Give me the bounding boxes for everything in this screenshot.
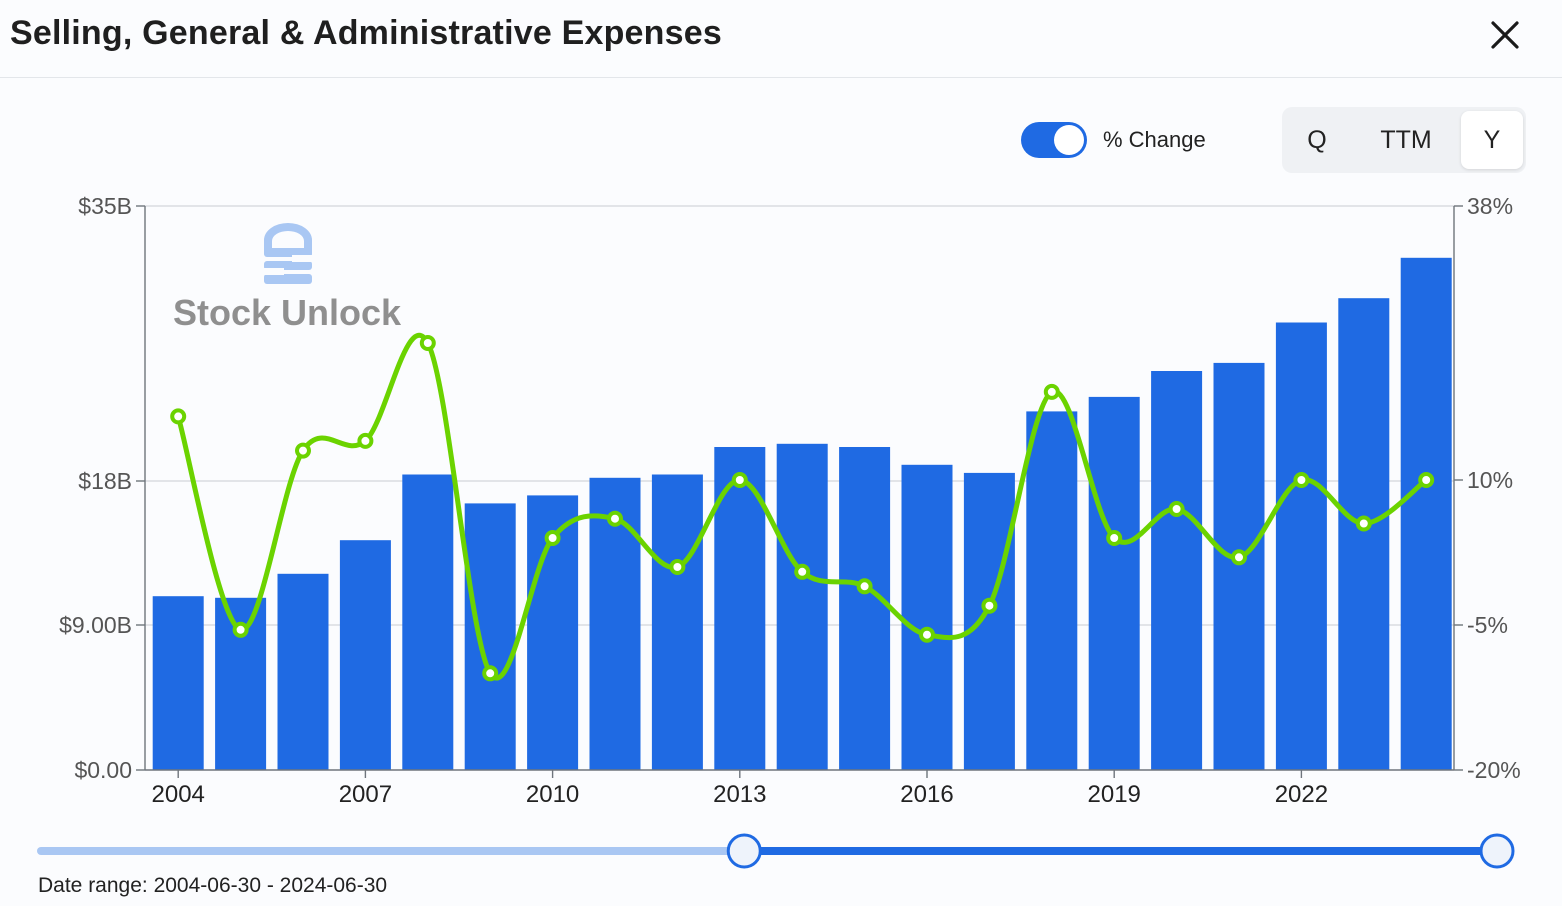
percent-change-point-2004[interactable]: [170, 408, 187, 425]
date-range-label: Date range: 2004-06-30 - 2024-06-30: [38, 874, 388, 897]
right-tick-label: -5%: [1467, 612, 1508, 638]
period-button-ttm[interactable]: TTM: [1380, 126, 1432, 154]
bar-2020[interactable]: [1151, 371, 1203, 770]
percent-change-point-2023[interactable]: [1355, 515, 1372, 532]
bar-2019[interactable]: [1088, 396, 1140, 770]
percent-change-label: % Change: [1103, 127, 1206, 152]
bar-2006[interactable]: [277, 573, 329, 770]
right-tick-label: -20%: [1467, 757, 1521, 783]
percent-change-point-2005[interactable]: [232, 621, 249, 638]
left-tick-label: $9.00B: [59, 612, 132, 638]
percent-change-point-2009[interactable]: [482, 665, 499, 682]
bar-2013[interactable]: [714, 447, 766, 770]
bar-2016[interactable]: [901, 464, 953, 770]
bar-series: [152, 257, 1452, 771]
x-tick-label: 2022: [1275, 781, 1328, 808]
watermark: Stock Unlock: [173, 223, 402, 333]
x-tick-label: 2019: [1088, 781, 1141, 808]
bar-2012[interactable]: [651, 474, 703, 771]
percent-change-point-2013[interactable]: [731, 472, 748, 488]
bar-2018[interactable]: [1026, 411, 1078, 770]
percent-change-point-2019[interactable]: [1106, 530, 1123, 546]
period-selector: Q TTM Y: [1282, 107, 1526, 173]
bar-2015[interactable]: [839, 447, 891, 770]
dialog-header: Selling, General & Administrative Expens…: [0, 0, 1562, 78]
percent-change-point-2006[interactable]: [295, 442, 311, 459]
percent-change-point-2010[interactable]: [544, 530, 561, 546]
bar-2021[interactable]: [1213, 362, 1265, 770]
x-tick-label: 2007: [339, 781, 392, 808]
x-tick-label: 2016: [900, 781, 953, 808]
period-button-q[interactable]: Q: [1307, 126, 1327, 154]
bar-2017[interactable]: [963, 472, 1015, 770]
page-title: Selling, General & Administrative Expens…: [10, 14, 722, 52]
bar-2022[interactable]: [1275, 322, 1327, 771]
toggle-knob: [1054, 125, 1084, 155]
percent-change-point-2014[interactable]: [794, 563, 811, 580]
stock-unlock-logo-icon: [264, 223, 312, 284]
percent-change-point-2021[interactable]: [1231, 549, 1247, 566]
percent-change-point-2024[interactable]: [1418, 472, 1435, 488]
right-tick-label: 10%: [1467, 467, 1513, 493]
chart-axes: $0.00 $9.00B $18B $35B -20% -5% 10% 38% 2004 2007…: [59, 193, 1521, 808]
percent-change-point-2016[interactable]: [919, 626, 935, 643]
left-tick-label: $18B: [78, 468, 132, 494]
percent-change-series: [170, 332, 1435, 682]
percent-change-point-2017[interactable]: [981, 597, 998, 614]
close-icon[interactable]: [1484, 14, 1526, 56]
percent-change-point-2012[interactable]: [669, 559, 686, 575]
x-tick-label: 2004: [152, 781, 205, 808]
bar-2008[interactable]: [402, 474, 454, 771]
bar-2009[interactable]: [464, 503, 516, 770]
period-button-y[interactable]: Y: [1461, 111, 1523, 169]
bar-2004[interactable]: [152, 596, 204, 770]
bar-2014[interactable]: [776, 443, 828, 770]
percent-change-point-2018[interactable]: [1043, 383, 1060, 400]
left-tick-label: $35B: [78, 193, 132, 219]
percent-change-toggle[interactable]: [1021, 122, 1087, 158]
percent-change-point-2020[interactable]: [1168, 501, 1185, 517]
right-tick-label: 38%: [1467, 193, 1513, 219]
percent-change-point-2007[interactable]: [357, 432, 374, 449]
left-tick-label: $0.00: [74, 757, 132, 783]
percent-change-point-2011[interactable]: [607, 510, 623, 527]
bar-2023[interactable]: [1338, 298, 1390, 770]
x-tick-label: 2010: [526, 781, 579, 808]
bar-2007[interactable]: [339, 540, 391, 770]
x-tick-label: 2013: [713, 781, 766, 808]
watermark-text: Stock Unlock: [173, 292, 402, 333]
bar-2024[interactable]: [1400, 257, 1452, 770]
percent-change-point-2008[interactable]: [419, 335, 436, 351]
percent-change-point-2022[interactable]: [1293, 472, 1310, 488]
percent-change-point-2015[interactable]: [856, 578, 873, 595]
